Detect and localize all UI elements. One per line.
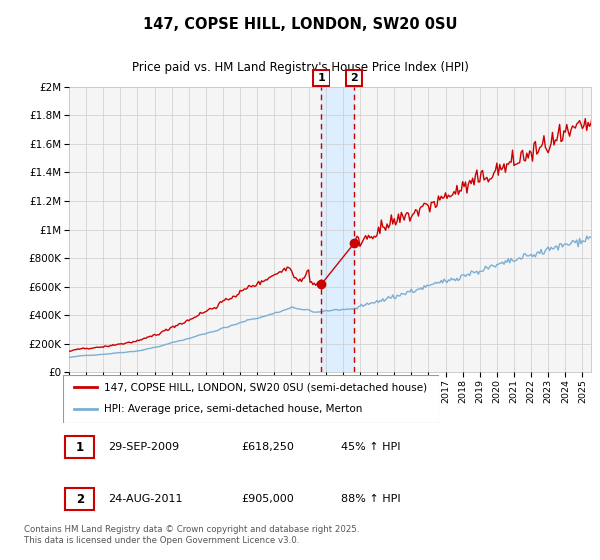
Text: 45% ↑ HPI: 45% ↑ HPI [341, 442, 400, 452]
FancyBboxPatch shape [346, 71, 362, 86]
Text: 147, COPSE HILL, LONDON, SW20 0SU: 147, COPSE HILL, LONDON, SW20 0SU [143, 17, 457, 32]
Text: 29-SEP-2009: 29-SEP-2009 [107, 442, 179, 452]
Text: 2: 2 [350, 73, 358, 83]
FancyBboxPatch shape [313, 71, 329, 86]
Text: 24-AUG-2011: 24-AUG-2011 [107, 494, 182, 504]
Text: £618,250: £618,250 [242, 442, 295, 452]
Text: Price paid vs. HM Land Registry's House Price Index (HPI): Price paid vs. HM Land Registry's House … [131, 61, 469, 74]
Text: 2: 2 [76, 493, 84, 506]
FancyBboxPatch shape [65, 488, 94, 510]
Text: £905,000: £905,000 [242, 494, 294, 504]
Text: 147, COPSE HILL, LONDON, SW20 0SU (semi-detached house): 147, COPSE HILL, LONDON, SW20 0SU (semi-… [104, 382, 427, 392]
Bar [322, 87, 354, 372]
Text: 1: 1 [317, 73, 325, 83]
Text: 88% ↑ HPI: 88% ↑ HPI [341, 494, 400, 504]
FancyBboxPatch shape [63, 375, 439, 423]
Text: 1: 1 [76, 441, 84, 454]
Text: Contains HM Land Registry data © Crown copyright and database right 2025.
This d: Contains HM Land Registry data © Crown c… [24, 525, 359, 545]
FancyBboxPatch shape [65, 436, 94, 458]
Text: HPI: Average price, semi-detached house, Merton: HPI: Average price, semi-detached house,… [104, 404, 363, 414]
